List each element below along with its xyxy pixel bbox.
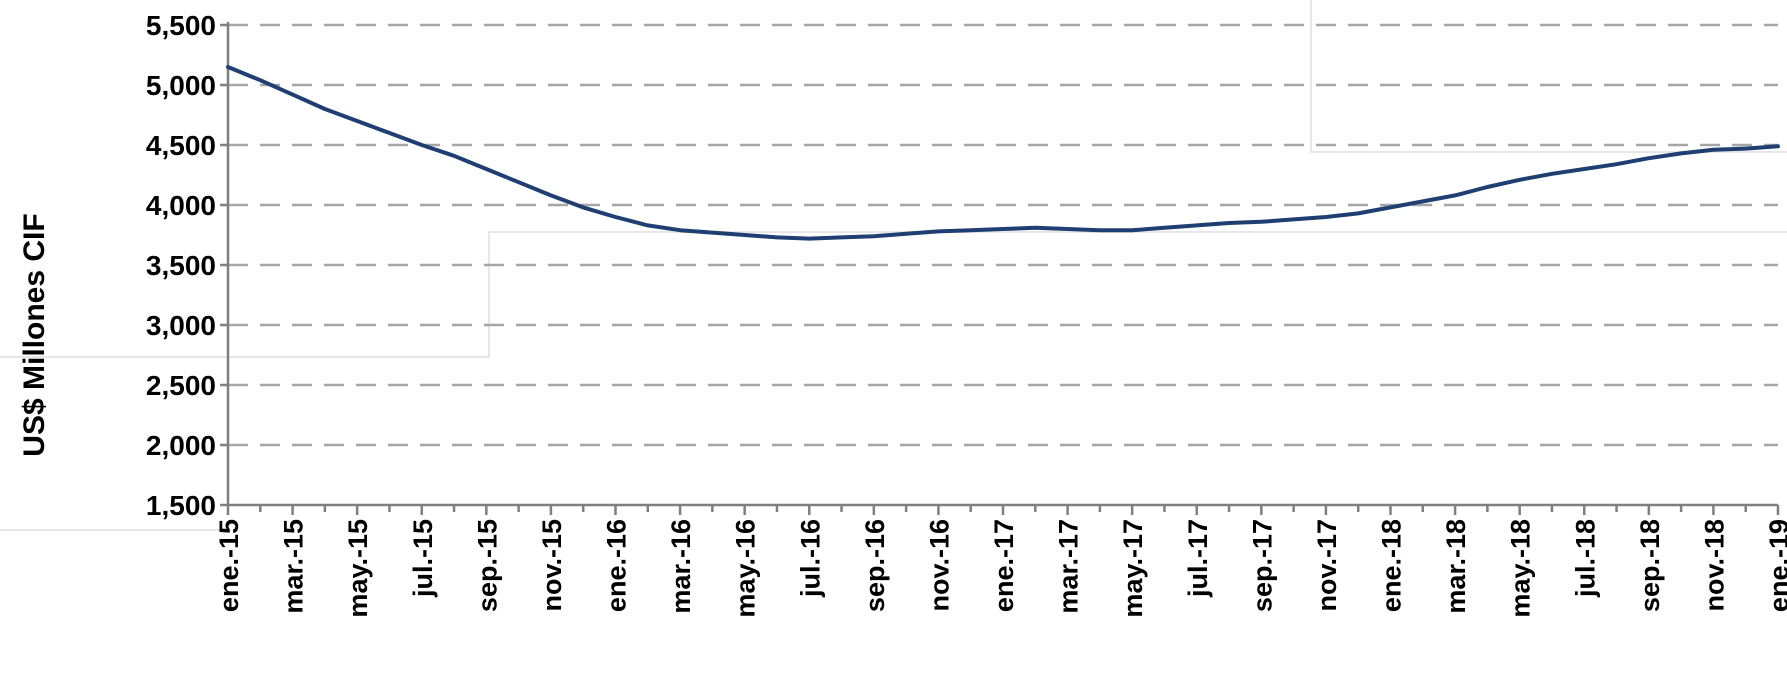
x-tick-label: sep.-18 bbox=[1635, 519, 1665, 612]
y-tick-label: 3,000 bbox=[146, 310, 216, 341]
x-tick-label: nov.-16 bbox=[924, 519, 954, 612]
axes bbox=[220, 22, 1780, 515]
y-axis-tick-labels: 1,500 2,000 2,500 3,000 3,500 4,000 4,500 5,000… bbox=[146, 10, 216, 521]
x-tick-label: may.-18 bbox=[1506, 519, 1536, 618]
x-tick-label: jul.-16 bbox=[795, 519, 825, 598]
x-tick-label: ene.-15 bbox=[214, 519, 244, 612]
y-axis-label: US$ Millones CIF bbox=[18, 213, 51, 456]
x-tick-label: jul.-18 bbox=[1570, 519, 1600, 598]
x-tick-label: jul.-15 bbox=[408, 519, 438, 598]
x-tick-label: nov.-15 bbox=[537, 519, 567, 612]
x-tick-label: ene.-17 bbox=[989, 519, 1019, 612]
x-tick-label: nov.-17 bbox=[1312, 519, 1342, 612]
x-tick-label: ene.-16 bbox=[602, 519, 632, 612]
x-tick-label: mar.-16 bbox=[666, 519, 696, 614]
series-line bbox=[226, 65, 1780, 241]
gridlines bbox=[228, 23, 1778, 447]
y-tick-label: 2,000 bbox=[146, 430, 216, 461]
x-tick-label: mar.-15 bbox=[279, 519, 309, 614]
background-artifacts bbox=[0, 0, 1787, 531]
x-tick-label: sep.-17 bbox=[1247, 519, 1277, 612]
x-tick-label: may.-15 bbox=[343, 519, 373, 618]
x-tick-label: sep.-16 bbox=[860, 519, 890, 612]
x-tick-label: ene.-18 bbox=[1377, 519, 1407, 612]
x-tick-label: ene.-19 bbox=[1764, 519, 1787, 612]
y-tick-label: 4,500 bbox=[146, 130, 216, 161]
y-tick-label: 3,500 bbox=[146, 250, 216, 281]
y-tick-label: 4,000 bbox=[146, 190, 216, 221]
x-tick-label: may.-16 bbox=[731, 519, 761, 618]
x-tick-label: sep.-15 bbox=[472, 519, 502, 612]
x-tick-label: may.-17 bbox=[1118, 519, 1148, 618]
x-tick-label: jul.-17 bbox=[1183, 519, 1213, 598]
y-tick-label: 1,500 bbox=[146, 490, 216, 521]
x-tick-label: mar.-18 bbox=[1441, 519, 1471, 614]
x-tick-label: mar.-17 bbox=[1054, 519, 1084, 614]
y-tick-label: 5,000 bbox=[146, 70, 216, 101]
y-tick-label: 2,500 bbox=[146, 370, 216, 401]
x-tick-label: nov.-18 bbox=[1699, 519, 1729, 612]
series-group bbox=[226, 65, 1780, 241]
y-tick-label: 5,500 bbox=[146, 10, 216, 41]
x-axis-tick-labels: ene.-15 mar.-15 may.-15 jul.-15 sep.-15 nov.-… bbox=[214, 519, 1787, 618]
